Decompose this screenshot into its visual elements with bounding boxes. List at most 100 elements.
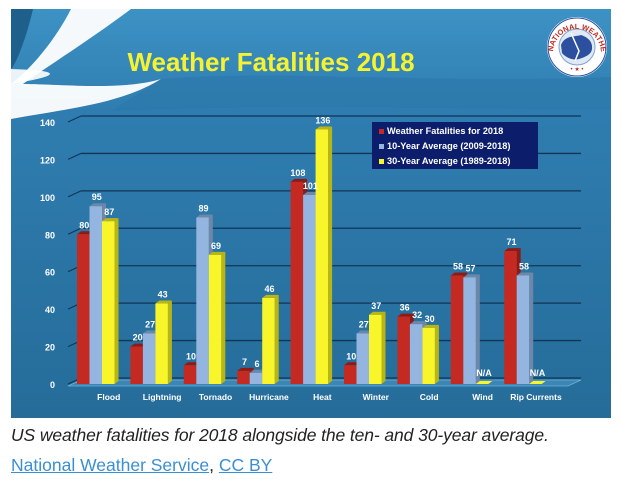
bar-side xyxy=(114,218,119,384)
source-link[interactable]: National Weather Service xyxy=(11,455,210,475)
bar-side xyxy=(475,274,480,384)
bar xyxy=(344,365,357,384)
bar-top xyxy=(369,311,386,315)
license-link[interactable]: CC BY xyxy=(218,455,273,475)
data-label: 10 xyxy=(346,351,356,361)
logo-stars: • ★ • xyxy=(571,66,584,73)
bar xyxy=(89,206,102,384)
x-tick-label: Heat xyxy=(313,392,332,402)
bar-top xyxy=(463,274,480,278)
data-label: 108 xyxy=(290,168,305,178)
x-tick-label: Lightning xyxy=(143,392,182,402)
data-label: 89 xyxy=(199,203,209,213)
y-tick-label: 60 xyxy=(45,268,55,278)
bar xyxy=(303,194,316,384)
x-tick-label: Rip Currents xyxy=(510,392,562,402)
y-tick-label: 80 xyxy=(45,230,55,240)
bar xyxy=(409,324,423,384)
chart-figure: NATIONAL WEATHER SERVICE • ★ • Weather F… xyxy=(11,9,611,418)
gridline-slant xyxy=(67,227,82,235)
x-tick-label: Wind xyxy=(472,392,493,402)
chart-title: Weather Fatalities 2018 xyxy=(127,47,414,77)
bar-top xyxy=(249,369,267,373)
y-tick-label: 120 xyxy=(40,155,55,165)
data-label: 36 xyxy=(400,303,410,313)
bar-top xyxy=(409,321,427,325)
bar-top xyxy=(183,362,201,366)
bar xyxy=(450,275,464,384)
bar xyxy=(183,365,197,384)
bar-missing xyxy=(529,381,546,384)
x-tick-label: Cold xyxy=(420,392,439,402)
data-label: 87 xyxy=(104,207,114,217)
legend: Weather Fatalities for 2018 10-Year Avera… xyxy=(372,122,538,169)
bar xyxy=(422,327,435,384)
bar-top xyxy=(102,218,119,222)
data-label: 37 xyxy=(371,301,381,311)
bar-top xyxy=(516,272,534,276)
bar-top xyxy=(208,251,226,255)
data-label-missing: N/A xyxy=(476,368,492,378)
y-tick-label: 100 xyxy=(40,193,55,203)
bar xyxy=(290,181,304,384)
bar-side xyxy=(221,251,226,384)
bar-side xyxy=(434,324,439,384)
y-tick-label: 140 xyxy=(40,118,55,128)
bar xyxy=(315,129,329,384)
bar-side xyxy=(381,311,386,384)
data-label: 43 xyxy=(158,290,168,300)
bar xyxy=(208,254,222,384)
bar-top xyxy=(237,367,254,371)
data-label: 46 xyxy=(264,284,274,294)
bar-side xyxy=(274,294,279,384)
bar xyxy=(369,314,382,384)
bar xyxy=(130,346,143,384)
gridline-slant xyxy=(67,152,82,160)
chart-svg: NATIONAL WEATHER SERVICE • ★ • Weather F… xyxy=(11,9,611,418)
gridline-slant xyxy=(67,115,82,123)
bar xyxy=(262,297,275,384)
data-label: 30 xyxy=(425,314,435,324)
bar xyxy=(77,234,90,384)
bar-side xyxy=(167,300,172,384)
logo-lightning-icon xyxy=(570,32,580,62)
data-label: 101 xyxy=(303,181,318,191)
bars xyxy=(77,126,546,384)
bar xyxy=(249,372,263,384)
bar xyxy=(237,370,250,384)
bar-top xyxy=(450,272,468,276)
data-label: 58 xyxy=(519,261,529,271)
credit-line: National Weather Service, CC BY xyxy=(11,455,272,476)
legend-swatch xyxy=(379,159,384,164)
x-axis: Flood Lightning Tornado Hurricane Heat Winter… xyxy=(97,392,562,402)
bar-top xyxy=(356,330,373,334)
y-tick-label: 40 xyxy=(45,305,55,315)
bar-top xyxy=(397,313,414,317)
bar-top xyxy=(422,324,439,328)
data-label: 69 xyxy=(211,241,221,251)
data-label: 80 xyxy=(79,220,89,230)
swoosh-white-2 xyxy=(11,69,50,84)
bar-top xyxy=(262,294,279,298)
bar xyxy=(356,333,369,384)
y-axis: 0 20 40 60 80 100 120 140 xyxy=(40,118,55,390)
data-label: 27 xyxy=(145,319,155,329)
data-label: 136 xyxy=(315,115,330,125)
bar-top xyxy=(130,343,147,347)
bar-top xyxy=(77,231,94,235)
bar-top xyxy=(196,214,213,218)
x-tick-label: Winter xyxy=(363,392,390,402)
legend-label: 30-Year Average (1989-2018) xyxy=(387,156,510,166)
bar-top xyxy=(504,248,521,252)
y-tick-label: 20 xyxy=(45,343,55,353)
x-tick-label: Hurricane xyxy=(249,392,289,402)
legend-swatch xyxy=(379,144,384,149)
data-label: 7 xyxy=(242,357,247,367)
bar xyxy=(155,303,168,384)
data-label: 32 xyxy=(412,310,422,320)
y-tick-label: 0 xyxy=(50,380,55,390)
legend-swatch xyxy=(379,129,384,134)
logo-ring xyxy=(547,17,607,77)
data-label: 10 xyxy=(186,351,196,361)
